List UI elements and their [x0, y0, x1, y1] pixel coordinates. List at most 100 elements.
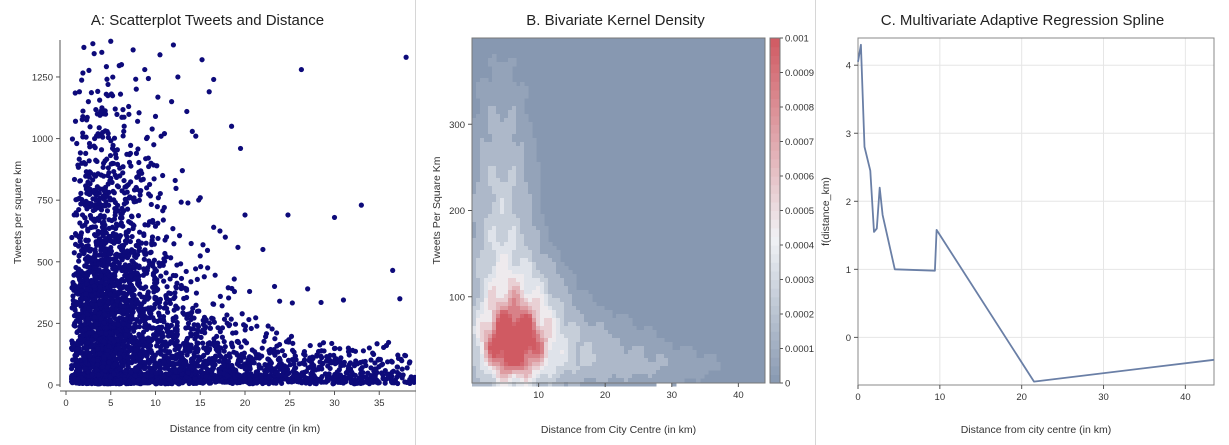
scatter-point: [161, 359, 167, 365]
scatter-point: [399, 358, 405, 364]
density-cell: [508, 210, 513, 215]
scatter-point: [143, 135, 150, 142]
scatter-point: [362, 358, 368, 365]
density-cell: [500, 238, 505, 243]
density-cell: [504, 162, 509, 167]
scatter-point: [92, 247, 98, 253]
density-cell: [496, 206, 501, 211]
scatter-point: [174, 319, 180, 326]
density-cell: [480, 154, 485, 159]
scatter-point: [177, 367, 183, 373]
density-cell: [488, 206, 493, 211]
density-cell: [508, 154, 513, 159]
scatter-point: [103, 276, 109, 282]
scatter-point: [129, 303, 135, 309]
density-cell: [508, 362, 513, 367]
density-cell: [480, 274, 485, 279]
scatter-point: [125, 322, 132, 329]
scatter-point: [155, 220, 161, 226]
density-cell: [488, 354, 493, 359]
density-cell: [500, 90, 505, 95]
scatter-point: [180, 305, 186, 311]
density-cell: [508, 282, 513, 287]
scatter-point: [121, 201, 127, 207]
density-cell: [488, 254, 493, 259]
scatter-point: [199, 57, 205, 63]
density-cell: [476, 266, 481, 271]
density-cell: [484, 222, 489, 227]
scatter-point: [360, 348, 366, 354]
scatter-point: [275, 372, 281, 378]
density-cell: [508, 246, 513, 251]
density-cell: [472, 198, 477, 203]
density-cell: [484, 134, 489, 139]
density-cell: [480, 210, 485, 215]
density-cell: [484, 110, 489, 115]
density-cell: [492, 218, 497, 223]
scatter-point: [261, 338, 267, 344]
density-cell: [480, 378, 485, 383]
density-cell: [504, 194, 509, 199]
scatter-point: [152, 362, 158, 368]
density-cell: [492, 202, 497, 207]
density-cell: [504, 370, 509, 375]
scatter-point: [184, 287, 190, 293]
scatter-point: [103, 295, 109, 301]
density-cell: [508, 370, 513, 375]
scatter-point: [160, 339, 167, 345]
density-cell: [500, 282, 505, 287]
density-cell: [496, 146, 501, 151]
density-cell: [484, 306, 489, 311]
density-cell: [500, 206, 505, 211]
scatter-point: [77, 336, 83, 342]
scatter-point: [84, 312, 91, 318]
scatter-point: [97, 97, 103, 103]
density-cell: [488, 286, 493, 291]
scatter-point: [85, 228, 91, 234]
density-cell: [500, 262, 505, 267]
scatter-point: [193, 302, 199, 308]
density-cell: [496, 286, 501, 291]
scatter-point: [206, 89, 212, 95]
density-cell: [472, 298, 477, 303]
chart-title: B. Bivariate Kernel Density: [526, 12, 705, 29]
scatter-point: [158, 379, 164, 385]
density-cell: [492, 178, 497, 183]
density-cell: [504, 302, 509, 307]
scatter-point: [222, 379, 228, 385]
density-cell: [508, 326, 513, 331]
density-cell: [480, 246, 485, 251]
scatter-point: [200, 340, 206, 346]
scatter-point: [169, 99, 175, 105]
scatter-point: [179, 168, 185, 174]
density-cell: [472, 266, 477, 271]
scatter-point: [195, 357, 202, 363]
scatter-point: [123, 270, 129, 276]
scatter-point: [162, 353, 168, 359]
scatter-point: [126, 227, 132, 234]
density-cell: [480, 190, 485, 195]
density-cell: [488, 338, 493, 343]
density-cell: [492, 302, 497, 307]
density-cell: [472, 214, 477, 219]
density-cell: [508, 310, 513, 315]
density-cell: [496, 290, 501, 295]
scatter-point: [129, 249, 135, 255]
scatter-point: [79, 77, 85, 83]
scatter-point: [222, 234, 228, 240]
scatter-point: [128, 299, 135, 306]
density-cell: [476, 114, 481, 119]
scatter-point: [278, 380, 285, 386]
scatter-point: [95, 88, 101, 94]
density-cell: [504, 90, 509, 95]
scatter-point: [207, 320, 213, 326]
density-cell: [480, 170, 485, 175]
density-cell: [496, 366, 501, 371]
scatter-point: [151, 142, 157, 148]
density-cell: [496, 278, 501, 283]
density-cell: [488, 350, 493, 355]
scatter-point: [111, 371, 117, 377]
density-cell: [488, 262, 493, 267]
density-cell: [508, 330, 513, 335]
density-cell: [476, 126, 481, 131]
